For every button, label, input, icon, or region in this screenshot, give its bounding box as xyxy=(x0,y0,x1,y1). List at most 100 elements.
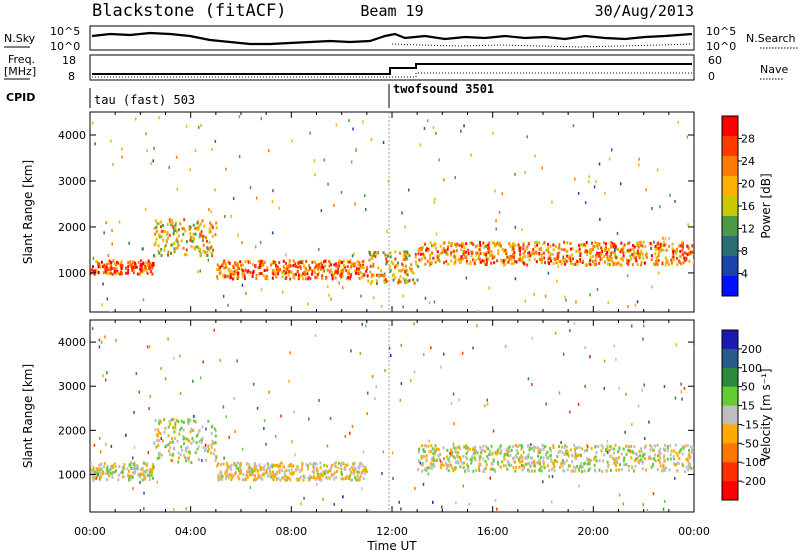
freq-tick-top: 18 xyxy=(62,54,76,67)
power-cell-1-114 xyxy=(195,245,198,249)
power-cell-3-105 xyxy=(384,253,387,257)
vel-noise-133 xyxy=(522,450,525,454)
power-noise-174 xyxy=(194,149,197,152)
vel-cell-3-267 xyxy=(580,462,583,465)
vel-cell-1-46 xyxy=(174,423,177,427)
power-cell-2-176 xyxy=(229,269,232,273)
power-colorbar-tick-label-0: 28 xyxy=(741,133,755,146)
vel-cell-3-201 xyxy=(506,467,509,471)
power-cell-1-53 xyxy=(174,228,177,232)
vel-cell-3-532 xyxy=(527,443,530,447)
vel-cell-2-225 xyxy=(230,478,233,481)
power-noise-133 xyxy=(314,173,316,177)
vel-noise-161 xyxy=(133,445,136,449)
vel-cell-2-215 xyxy=(354,467,357,471)
power-noise-58 xyxy=(355,147,357,151)
power-cell-4-625 xyxy=(608,255,611,259)
power-cell-1-69 xyxy=(160,220,163,224)
vel-cell-3-562 xyxy=(541,465,544,469)
power-cell-4-560 xyxy=(529,254,532,258)
power-noise-135 xyxy=(650,247,652,250)
power-cell-3-118 xyxy=(372,253,375,257)
vel-cell-1-117 xyxy=(187,418,190,422)
power-cell-0-140 xyxy=(137,260,140,264)
vel-cell-3-43 xyxy=(580,447,583,451)
vel-cell-3-516 xyxy=(647,456,650,460)
power-cell-2-20 xyxy=(225,265,228,269)
power-noise-173 xyxy=(214,139,217,143)
vel-cell-3-227 xyxy=(684,470,687,473)
vel-cell-2-248 xyxy=(217,473,220,477)
vel-cell-3-525 xyxy=(583,469,586,473)
vel-cell-1-55 xyxy=(169,446,172,450)
power-cell-4-226 xyxy=(424,242,427,246)
vel-cell-2-352 xyxy=(297,467,300,471)
vel-cell-2-173 xyxy=(288,469,291,473)
vel-cell-2-195 xyxy=(281,469,284,472)
vel-cell-2-224 xyxy=(308,478,311,482)
power-cell-4-448 xyxy=(627,259,630,263)
power-cell-0-40 xyxy=(127,261,130,265)
power-cell-4-559 xyxy=(598,261,601,265)
vel-cell-0-77 xyxy=(146,468,149,472)
vel-cell-1-51 xyxy=(202,446,205,450)
vel-noise-154 xyxy=(652,492,655,496)
power-cell-2-239 xyxy=(283,271,286,275)
power-cell-2-81 xyxy=(294,272,297,276)
power-cell-0-136 xyxy=(108,271,111,275)
vel-noise-5 xyxy=(577,402,580,406)
vel-cell-0-21 xyxy=(152,463,154,466)
power-cell-1-95 xyxy=(211,234,214,238)
power-noise-56 xyxy=(354,202,356,206)
vel-cell-0-145 xyxy=(111,475,114,479)
power-cell-2-4 xyxy=(302,272,304,276)
vel-noise-95 xyxy=(392,477,394,480)
vel-cell-2-313 xyxy=(246,474,249,478)
vel-cell-3-526 xyxy=(527,452,530,456)
power-noise-143 xyxy=(308,266,311,270)
vel-cell-3-40 xyxy=(670,449,673,453)
vel-cell-3-362 xyxy=(574,449,576,453)
power-cell-4-211 xyxy=(619,250,622,254)
vel-noise-96 xyxy=(680,390,683,394)
vel-noise-28 xyxy=(452,442,455,446)
vel-cell-3-145 xyxy=(620,452,623,456)
vel-cell-2-337 xyxy=(247,468,250,472)
power-cell-4-263 xyxy=(426,259,429,263)
power-noise-115 xyxy=(634,303,637,307)
vel-noise-77 xyxy=(368,510,370,512)
vel-cell-2-254 xyxy=(357,465,360,469)
vel-cell-3-109 xyxy=(578,445,581,449)
vel-cell-0-137 xyxy=(142,461,145,465)
power-cell-2-271 xyxy=(358,271,361,275)
vel-noise-157 xyxy=(350,349,352,353)
vel-cell-2-134 xyxy=(238,477,241,481)
vel-cell-1-11 xyxy=(190,442,193,445)
vel-cell-3-394 xyxy=(593,463,596,467)
vel-cell-2-345 xyxy=(289,471,292,475)
vel-cell-3-263 xyxy=(503,452,506,456)
x-tick-label-6: 00:00 xyxy=(678,525,710,538)
power-cell-4-296 xyxy=(426,249,429,253)
vel-cell-2-315 xyxy=(330,473,333,477)
power-cell-1-51 xyxy=(171,219,174,222)
vel-cell-2-295 xyxy=(256,469,259,473)
power-cell-4-540 xyxy=(610,245,613,249)
vel-cell-3-380 xyxy=(464,469,467,473)
vel-cell-2-97 xyxy=(238,469,240,473)
power-cell-4-51 xyxy=(441,248,444,252)
vel-cell-2-165 xyxy=(224,477,227,481)
power-cell-4-614 xyxy=(465,254,468,258)
power-cell-4-465 xyxy=(629,254,631,258)
power-cell-0-84 xyxy=(110,261,113,265)
vel-cell-3-559 xyxy=(518,459,521,462)
vel-cell-3-312 xyxy=(666,447,669,451)
vel-cell-3-404 xyxy=(435,459,438,463)
vel-noise-151 xyxy=(148,345,151,349)
vel-noise-18 xyxy=(289,351,291,355)
vel-cell-1-3 xyxy=(157,431,160,435)
power-cell-1-111 xyxy=(153,254,155,258)
vel-cell-3-582 xyxy=(685,457,688,461)
power-cell-4-432 xyxy=(424,256,427,260)
power-cell-3-83 xyxy=(411,270,414,274)
